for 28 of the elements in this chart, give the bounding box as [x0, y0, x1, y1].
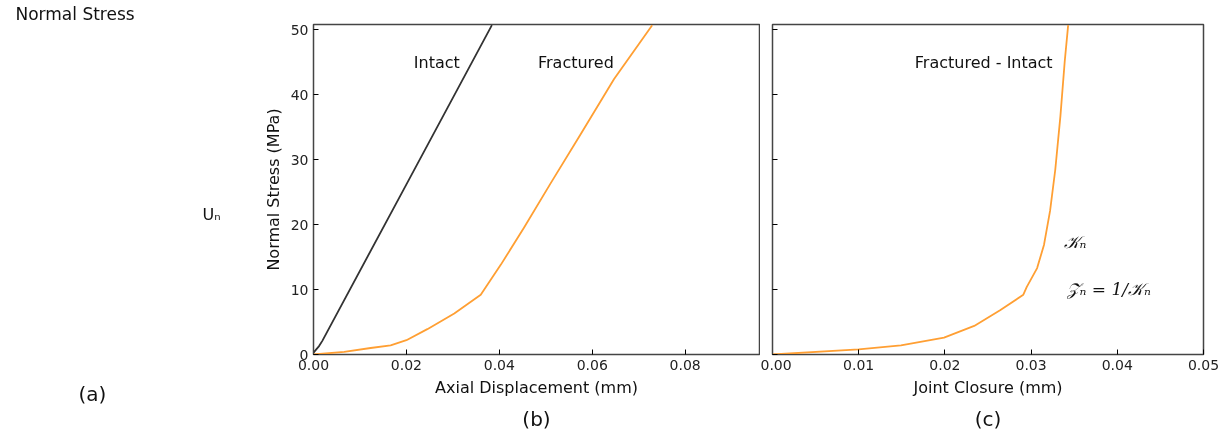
x-tick-label: 0.03 — [1015, 356, 1047, 373]
x-axis-title: Axial Displacement (mm) — [435, 377, 638, 397]
series-label: Fractured - Intact — [914, 52, 1053, 72]
text: (a) — [78, 381, 107, 406]
text: (b) — [522, 406, 551, 431]
x-tick-label: 0.01 — [843, 356, 875, 373]
x-tick-label: 0.08 — [669, 356, 701, 373]
y-tick-label: 10 — [290, 281, 309, 298]
x-tick-label: 0.02 — [929, 356, 961, 373]
x-tick-label: 0.06 — [576, 356, 608, 373]
x-tick-label: 0.04 — [1101, 356, 1133, 373]
y-tick-label: 40 — [290, 86, 309, 103]
text: Uₙ — [202, 205, 221, 225]
y-tick-label: 20 — [290, 216, 309, 233]
x-tick-label: 0.00 — [760, 356, 792, 373]
series-label: Fractured — [537, 52, 614, 72]
x-tick-label: 0.02 — [390, 356, 422, 373]
series-label: Intact — [413, 52, 460, 72]
x-tick-label: 0.05 — [1187, 356, 1220, 373]
annotation: 𝒦ₙ — [1063, 231, 1087, 252]
x-tick-label: 0.04 — [483, 356, 516, 373]
y-tick-label: 30 — [290, 151, 309, 168]
y-tick-label: 50 — [290, 21, 309, 38]
x-axis-title: Joint Closure (mm) — [912, 377, 1063, 397]
text: (c) — [974, 406, 1002, 431]
y-axis-title: Normal Stress (MPa) — [263, 108, 283, 271]
annotation: 𝒵ₙ = 1/𝒦ₙ — [1065, 278, 1151, 299]
text: Normal Stress — [15, 3, 135, 24]
